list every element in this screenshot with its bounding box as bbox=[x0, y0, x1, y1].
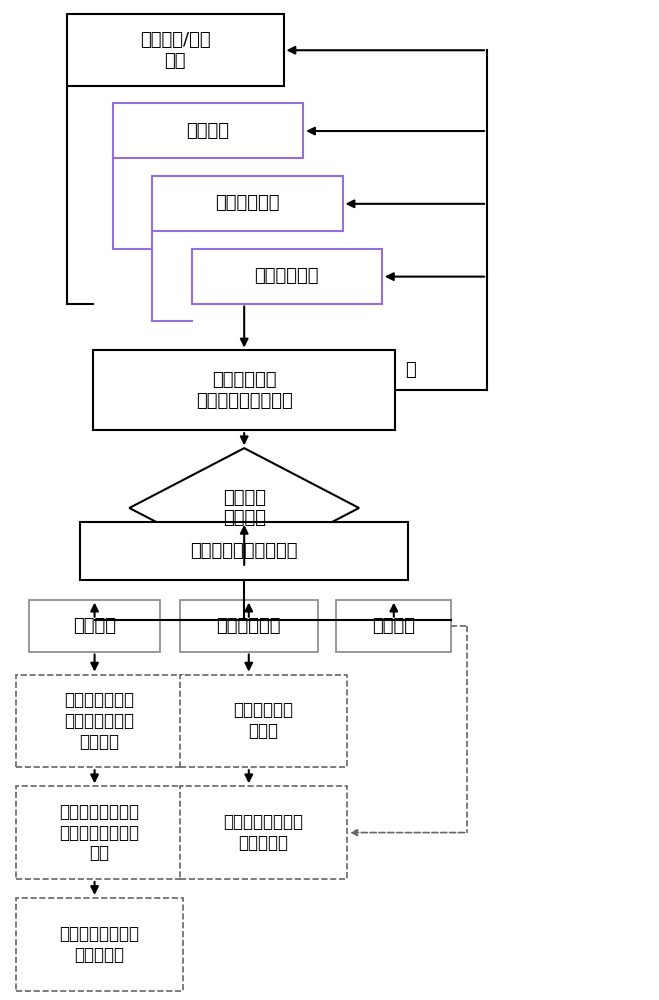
Text: 测量风速: 测量风速 bbox=[186, 122, 229, 140]
FancyBboxPatch shape bbox=[80, 522, 408, 580]
FancyBboxPatch shape bbox=[16, 675, 183, 767]
Polygon shape bbox=[129, 448, 359, 568]
Text: 切换到正确的运行模式: 切换到正确的运行模式 bbox=[190, 542, 298, 560]
Text: 使用转子扭矩来降
低转子转速: 使用转子扭矩来降 低转子转速 bbox=[223, 813, 304, 852]
Text: 测量叶片/塔筒
载荷: 测量叶片/塔筒 载荷 bbox=[140, 31, 211, 70]
FancyBboxPatch shape bbox=[180, 786, 347, 879]
FancyBboxPatch shape bbox=[29, 600, 160, 652]
Text: 否: 否 bbox=[405, 361, 416, 379]
FancyBboxPatch shape bbox=[16, 898, 183, 991]
FancyBboxPatch shape bbox=[180, 600, 318, 652]
Text: 基于测得参数
决定正确的运行模式: 基于测得参数 决定正确的运行模式 bbox=[196, 371, 293, 410]
FancyBboxPatch shape bbox=[192, 249, 382, 304]
Text: 载荷减小模式: 载荷减小模式 bbox=[217, 617, 281, 635]
FancyBboxPatch shape bbox=[113, 103, 303, 158]
Text: 切换当前
运行模式: 切换当前 运行模式 bbox=[223, 489, 266, 527]
FancyBboxPatch shape bbox=[180, 675, 347, 767]
FancyBboxPatch shape bbox=[152, 176, 343, 231]
FancyBboxPatch shape bbox=[336, 600, 451, 652]
Text: 命令机械刹车动作
使风机停机: 命令机械刹车动作 使风机停机 bbox=[59, 925, 140, 964]
Text: 停机模式: 停机模式 bbox=[73, 617, 116, 635]
Text: 命令叶片变桨控
制系统将叶片向
旗位转动: 命令叶片变桨控 制系统将叶片向 旗位转动 bbox=[65, 691, 134, 751]
Text: 命令转子控制系统
应用转矩降低主轴
转速: 命令转子控制系统 应用转矩降低主轴 转速 bbox=[59, 803, 140, 862]
FancyBboxPatch shape bbox=[94, 350, 395, 430]
Text: 测量偏航误差: 测量偏航误差 bbox=[254, 267, 319, 285]
Text: 测量转子速度: 测量转子速度 bbox=[215, 194, 279, 212]
FancyBboxPatch shape bbox=[16, 786, 183, 879]
Text: 正常模式: 正常模式 bbox=[372, 617, 415, 635]
Text: 降低额定功率
和速度: 降低额定功率 和速度 bbox=[233, 701, 293, 740]
FancyBboxPatch shape bbox=[67, 14, 283, 86]
